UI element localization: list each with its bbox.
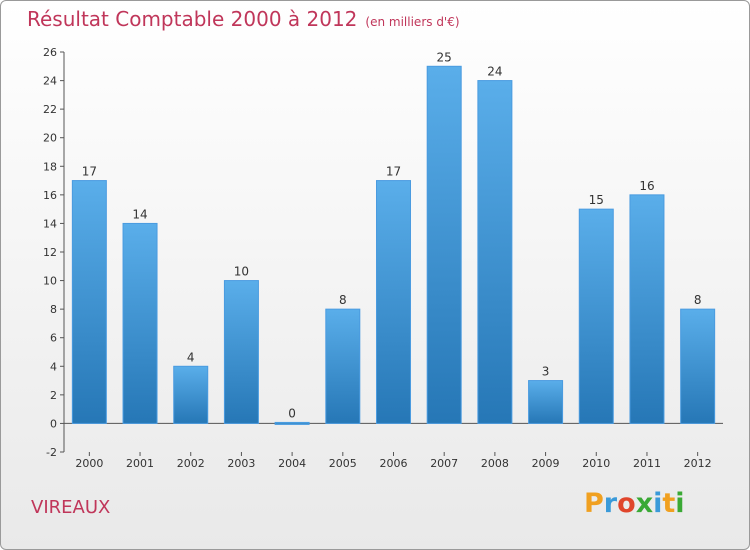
bar-2001 (122, 222, 158, 424)
data-label-2008: 24 (487, 65, 502, 79)
bar-2004 (274, 421, 310, 425)
x-tick-label: 2012 (684, 457, 712, 470)
y-tick-label: 20 (43, 132, 57, 145)
bar-2005 (325, 308, 361, 424)
x-tick-label: 2003 (227, 457, 255, 470)
logo-letter: r (603, 488, 618, 519)
y-tick-label: 12 (43, 246, 57, 259)
bar-2002 (173, 365, 209, 424)
y-tick-label: 8 (50, 303, 57, 316)
x-tick-label: 2004 (278, 457, 306, 470)
data-label-2002: 4 (187, 350, 195, 364)
y-tick-label: 2 (50, 389, 57, 402)
y-tick-label: 16 (43, 189, 57, 202)
data-label-2012: 8 (694, 293, 702, 307)
logo-letter: x (635, 488, 654, 519)
place-name: VIREAUX (31, 497, 111, 518)
data-label-2003: 10 (234, 265, 249, 279)
chart-title: Résultat Comptable 2000 à 2012 (en millie… (27, 7, 460, 31)
y-tick-label: 22 (43, 103, 57, 116)
y-tick-label: 24 (43, 75, 57, 88)
y-tick-label: 26 (43, 46, 57, 59)
data-label-2010: 15 (589, 193, 604, 207)
data-label-2011: 16 (639, 179, 654, 193)
x-tick-label: 2006 (380, 457, 408, 470)
y-tick-label: 6 (50, 332, 57, 345)
data-label-2009: 3 (542, 365, 550, 379)
bar-2008 (477, 80, 513, 424)
bar-2000 (71, 180, 107, 424)
x-tick-label: 2005 (329, 457, 357, 470)
bar-2012 (680, 308, 716, 424)
bar-2011 (629, 194, 665, 424)
y-tick-label: 4 (50, 360, 57, 373)
logo-letter: i (675, 488, 685, 519)
y-tick-label: 18 (43, 160, 57, 173)
y-tick-label: -2 (46, 446, 57, 459)
x-tick-label: 2008 (481, 457, 509, 470)
data-label-2006: 17 (386, 165, 401, 179)
logo-letter: i (653, 488, 663, 519)
proxiti-logo: Proxiti (584, 488, 685, 519)
data-label-2001: 14 (132, 207, 147, 221)
x-tick-label: 2001 (126, 457, 154, 470)
y-tick-label: 0 (50, 417, 57, 430)
bar-2003 (223, 280, 259, 424)
x-tick-label: 2007 (430, 457, 458, 470)
chart-title-text: Résultat Comptable 2000 à 2012 (27, 7, 358, 31)
logo-letter: P (584, 488, 604, 519)
data-label-2005: 8 (339, 293, 347, 307)
bar-2010 (578, 208, 614, 424)
logo-letter: t (662, 488, 676, 519)
bar-2007 (426, 65, 462, 424)
x-tick-label: 2011 (633, 457, 661, 470)
chart-subtitle: (en milliers d'€) (365, 15, 460, 29)
data-label-2007: 25 (437, 50, 452, 64)
x-tick-label: 2000 (75, 457, 103, 470)
y-tick-label: 10 (43, 275, 57, 288)
data-label-2004: 0 (288, 406, 296, 420)
data-label-2000: 17 (82, 165, 97, 179)
x-tick-label: 2002 (177, 457, 205, 470)
bar-2009 (528, 380, 564, 424)
bar-2006 (376, 180, 411, 424)
logo-letter: o (617, 488, 636, 519)
x-tick-label: 2009 (532, 457, 560, 470)
y-tick-label: 14 (43, 217, 57, 230)
x-tick-label: 2010 (582, 457, 610, 470)
